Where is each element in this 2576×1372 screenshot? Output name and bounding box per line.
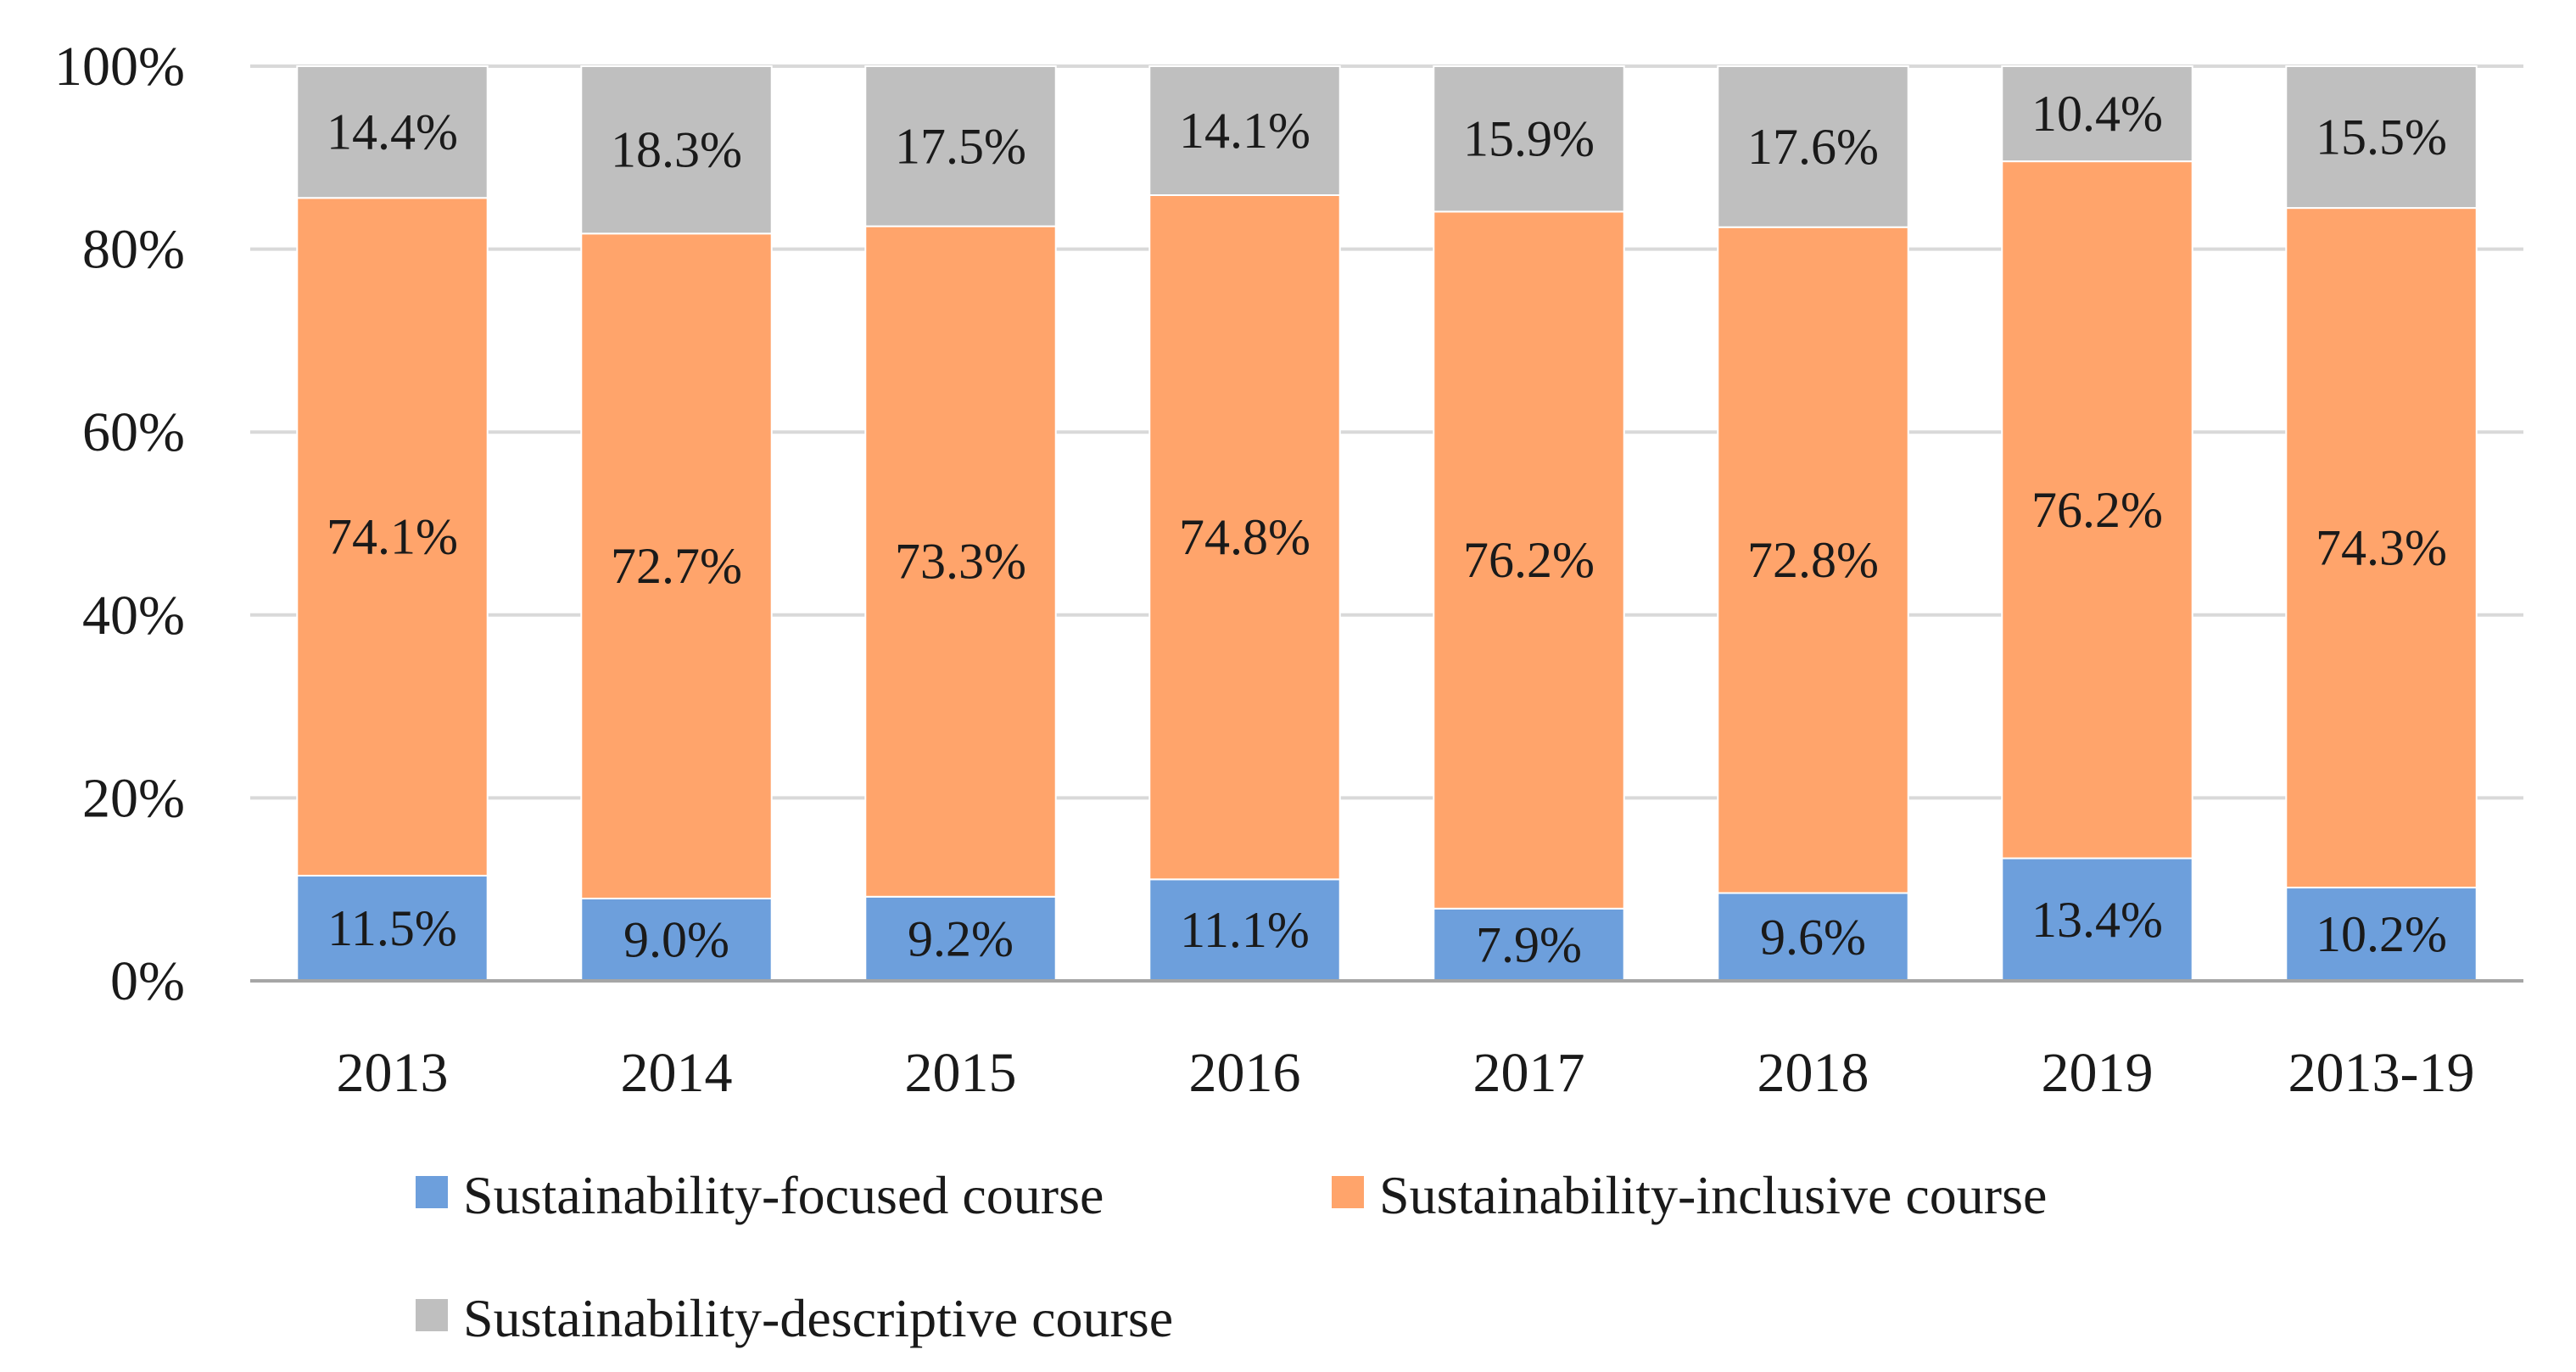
bar-segment [2285,887,2478,982]
legend-swatch [416,1299,448,1331]
bar-segment [2001,857,2193,982]
legend-label: Sustainability-focused course [463,1165,1104,1225]
axes: 0% 20% 40% 60% 80% 100% 2013 2014 2015 2016 2017 20… [54,36,2523,1104]
bar-segment [1717,65,1909,228]
data-label: 14.1% [1179,103,1310,159]
bar-segment [2001,160,2193,860]
x-tick-label: 2018 [1757,1042,1869,1104]
bar-segment [296,875,489,983]
data-label: 9.0% [623,911,729,967]
bar-segment [2285,65,2478,210]
bar-segment [2285,207,2478,889]
y-tick-label: 60% [82,401,185,463]
data-label: 73.3% [895,534,1026,590]
legend: Sustainability-focused course Sustainabil… [416,1165,2047,1348]
data-label: 18.3% [611,122,742,178]
y-tick-label: 40% [82,585,185,647]
data-label: 72.7% [611,538,742,594]
data-label: 11.5% [327,900,457,956]
legend-item: Sustainability-focused course [416,1165,1104,1225]
legend-item: Sustainability-descriptive course [416,1288,1173,1348]
bar-segment [580,232,773,899]
bar-segment [1433,907,1625,983]
data-label: 74.8% [1179,509,1310,565]
data-labels: 11.5% 74.1% 14.4% 9.0% 72.7% 18.3% 9.2% 73.3% 17… [327,86,2447,972]
data-label: 10.2% [2316,906,2447,962]
y-tick-label: 80% [82,219,185,281]
x-tick-label: 2016 [1189,1042,1301,1104]
legend-swatch [416,1176,448,1208]
bar-segment [864,65,1057,227]
bars [296,65,2478,983]
data-label: 74.1% [327,509,458,565]
bar-segment [1148,878,1341,983]
x-tick-label: 2019 [2042,1042,2154,1104]
bar-segment [2001,65,2193,163]
data-label: 9.2% [908,910,1014,966]
x-tick-label: 2013-19 [2288,1042,2475,1104]
x-tick-label: 2013 [337,1042,449,1104]
bar-segment [296,197,489,877]
data-label: 76.2% [1463,532,1595,588]
x-tick-label: 2014 [621,1042,733,1104]
bar-segment [296,65,489,199]
bar-segment [1148,193,1341,881]
data-label: 17.6% [1747,119,1879,175]
data-label: 10.4% [2031,86,2163,142]
bar-segment [1717,892,1909,982]
data-label: 72.8% [1747,532,1879,588]
data-label: 76.2% [2031,482,2163,538]
legend-item: Sustainability-inclusive course [1332,1165,2047,1225]
bar-segment [1433,210,1625,910]
bar-segment [1717,226,1909,894]
bar-segment [1148,65,1341,196]
data-label: 15.5% [2316,109,2447,165]
bar-segment [864,225,1057,898]
bar-segment [1433,65,1625,213]
bar-segment [864,895,1057,982]
data-label: 7.9% [1476,916,1582,972]
legend-label: Sustainability-descriptive course [463,1288,1173,1348]
x-tick-label: 2017 [1473,1042,1585,1104]
data-label: 15.9% [1463,111,1595,167]
data-label: 13.4% [2031,892,2163,948]
y-tick-label: 20% [82,767,185,829]
data-label: 11.1% [1180,902,1310,958]
legend-label: Sustainability-inclusive course [1379,1165,2047,1225]
x-tick-label: 2015 [905,1042,1017,1104]
bar-segment [580,65,773,235]
data-label: 9.6% [1760,909,1866,965]
data-label: 74.3% [2316,520,2447,576]
legend-swatch [1332,1176,1364,1208]
y-tick-label: 0% [110,950,185,1012]
y-tick-label: 100% [54,36,185,98]
data-label: 14.4% [327,104,458,160]
data-label: 17.5% [895,118,1026,174]
